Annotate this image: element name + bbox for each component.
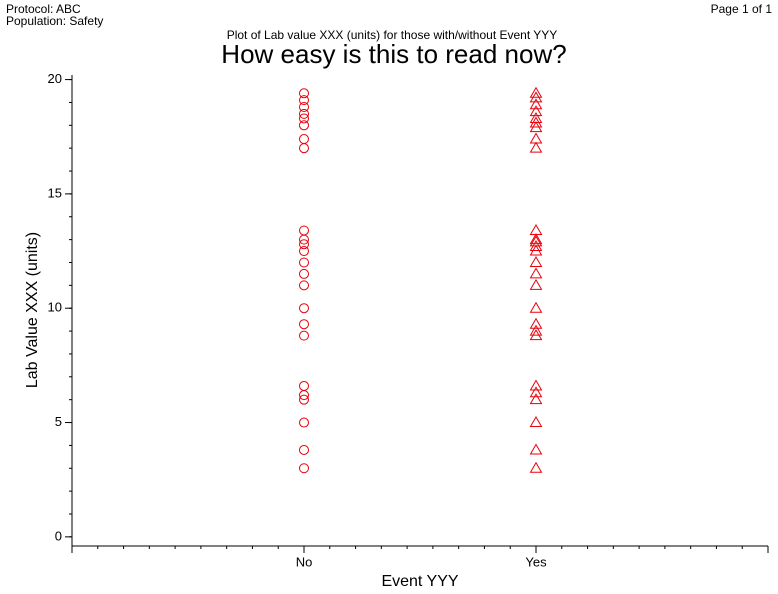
y-tick-label: 20 xyxy=(48,71,62,86)
point xyxy=(529,141,543,153)
x-tick-label: No xyxy=(296,554,313,569)
x-axis-label: Event YYY xyxy=(381,573,458,590)
point xyxy=(529,132,543,144)
point xyxy=(299,257,309,268)
point xyxy=(529,379,543,391)
y-axis-label: Lab Value XXX (units) xyxy=(24,232,41,388)
chart-title: How easy is this to read now? xyxy=(221,39,566,69)
point xyxy=(299,88,309,99)
point xyxy=(299,102,309,113)
point xyxy=(299,268,309,279)
point xyxy=(529,317,543,329)
point xyxy=(529,223,543,235)
point xyxy=(529,267,543,279)
y-tick-label: 10 xyxy=(48,300,62,315)
population: Population: Safety xyxy=(6,14,103,28)
point xyxy=(529,386,543,398)
point xyxy=(529,244,543,256)
point xyxy=(299,330,309,341)
point xyxy=(299,234,309,245)
point xyxy=(529,233,543,245)
point xyxy=(529,324,543,336)
point xyxy=(529,255,543,267)
y-tick-label: 0 xyxy=(55,528,62,543)
point xyxy=(299,120,309,131)
point xyxy=(299,303,309,314)
point xyxy=(529,98,543,110)
point xyxy=(299,113,309,124)
protocol: Protocol: ABC xyxy=(6,2,81,16)
point xyxy=(529,239,543,251)
point xyxy=(529,443,543,455)
point xyxy=(529,91,543,103)
point xyxy=(299,319,309,330)
point xyxy=(529,461,543,473)
point xyxy=(529,416,543,428)
point xyxy=(529,105,543,117)
point xyxy=(529,301,543,313)
x-tick-label: Yes xyxy=(525,554,547,569)
point xyxy=(299,239,309,250)
point xyxy=(299,143,309,154)
point xyxy=(529,86,543,98)
point xyxy=(299,108,309,119)
point xyxy=(299,225,309,236)
point xyxy=(529,393,543,405)
point xyxy=(299,380,309,391)
point xyxy=(299,444,309,455)
point xyxy=(299,246,309,257)
point xyxy=(299,134,309,145)
y-tick-label: 15 xyxy=(48,185,62,200)
point xyxy=(529,121,543,133)
point xyxy=(529,116,543,128)
y-tick-label: 5 xyxy=(55,414,62,429)
point xyxy=(299,394,309,405)
point xyxy=(529,329,543,341)
point xyxy=(529,278,543,290)
point xyxy=(299,390,309,401)
chart-subtitle: Plot of Lab value XXX (units) for those … xyxy=(227,28,558,42)
point xyxy=(299,417,309,428)
point xyxy=(299,280,309,291)
point xyxy=(299,463,309,474)
point xyxy=(299,95,309,106)
page-number: Page 1 of 1 xyxy=(711,2,773,16)
